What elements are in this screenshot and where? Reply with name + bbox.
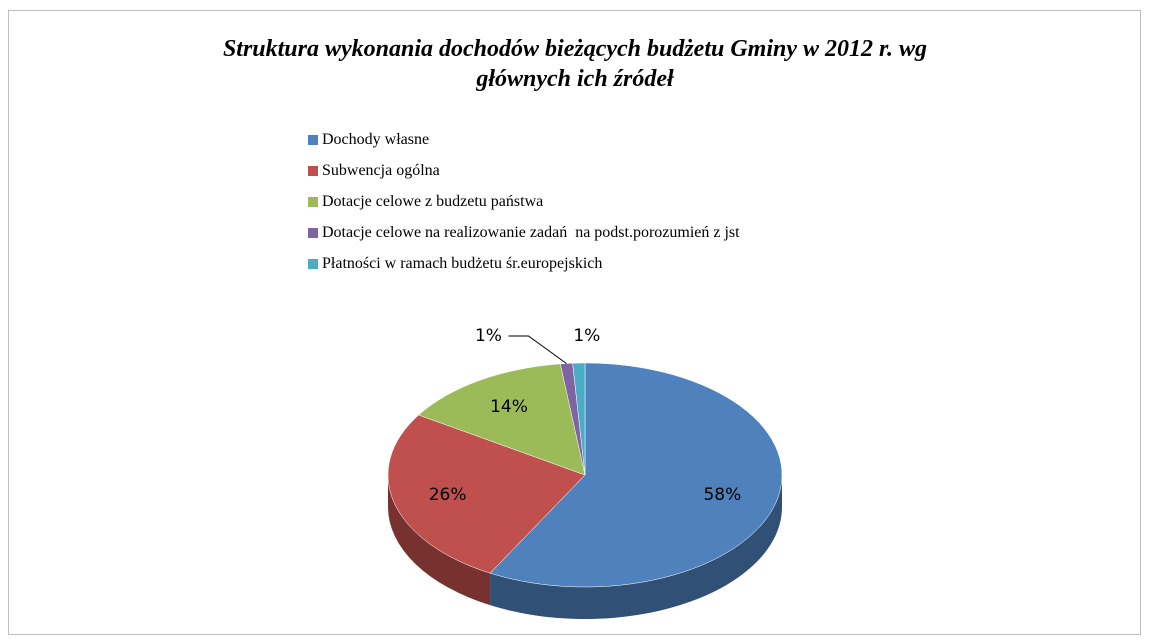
legend-swatch xyxy=(308,134,318,145)
data-label: 1% xyxy=(475,326,502,346)
data-label: 1% xyxy=(573,326,600,346)
legend-item: Płatności w ramach budżetu śr.europejski… xyxy=(308,248,740,279)
data-label: 58% xyxy=(703,485,741,505)
legend-item: Dotacje celowe z budzetu państwa xyxy=(308,186,740,217)
legend-swatch xyxy=(308,227,318,238)
legend-item: Dochody własne xyxy=(308,124,740,155)
slice xyxy=(387,414,586,574)
slice-side xyxy=(490,475,782,619)
legend-label: Płatności w ramach budżetu śr.europejski… xyxy=(322,254,603,272)
chart-frame xyxy=(8,10,1141,635)
slice-side xyxy=(388,475,491,606)
slice xyxy=(418,363,586,476)
legend-swatch xyxy=(308,165,318,176)
data-label: 14% xyxy=(490,397,528,417)
legend-label: Dotacje celowe z budzetu państwa xyxy=(322,192,544,210)
data-label: 26% xyxy=(429,485,467,505)
slice xyxy=(489,362,783,588)
legend-swatch xyxy=(308,258,318,269)
legend-label: Dotacje celowe na realizowanie zadań na … xyxy=(322,223,740,241)
legend-swatch xyxy=(308,196,318,207)
legend-label: Subwencja ogólna xyxy=(322,161,440,179)
legend: Dochody własne Subwencja ogólna Dotacje ce… xyxy=(308,124,740,279)
legend-label: Dochody własne xyxy=(322,130,430,148)
slice xyxy=(572,362,586,476)
leader-line xyxy=(508,335,567,364)
chart-title: Struktura wykonania dochodów bieżących b… xyxy=(222,36,928,92)
legend-item: Dotacje celowe na realizowanie zadań na … xyxy=(308,217,740,248)
legend-item: Subwencja ogólna xyxy=(308,155,740,186)
